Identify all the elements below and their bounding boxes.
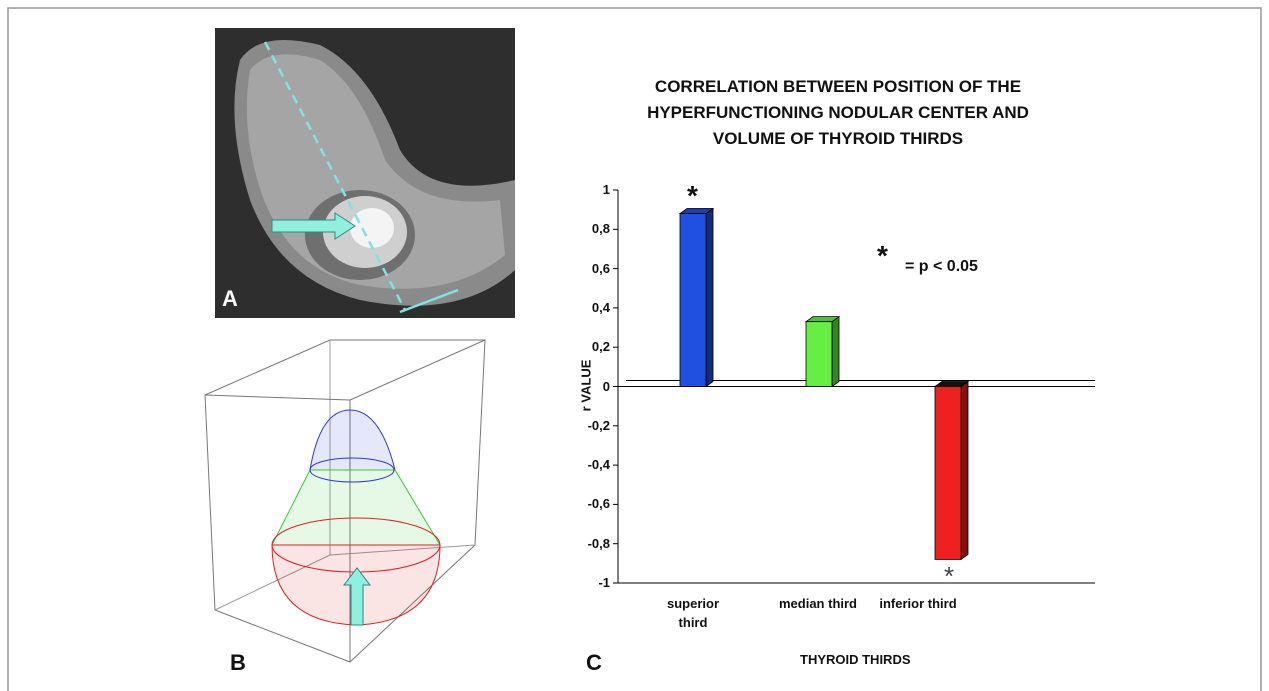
x-axis-label: THYROID THIRDS (800, 652, 911, 667)
bar (805, 321, 833, 387)
y-tick-label: -0,2 (587, 417, 610, 433)
y-tick-label: 0,2 (591, 339, 610, 355)
y-tick-label: -0,4 (587, 457, 610, 473)
y-tick-label: 0,6 (591, 260, 610, 276)
significance-legend: = p < 0.05 (905, 258, 978, 275)
y-tick-label: 0,4 (591, 299, 610, 315)
chart-title: CORRELATION BETWEEN POSITION OF THE HYPE… (647, 77, 1029, 148)
panel-b-mesh (204, 339, 486, 663)
bar-side (960, 380, 969, 561)
y-tick-label: -0,8 (587, 535, 610, 551)
significance-marker: * (944, 561, 955, 592)
x-tick-label: superior third (666, 596, 719, 630)
panel-label: B (230, 650, 246, 675)
frame (7, 7, 1262, 691)
significance-marker: * (877, 240, 888, 271)
bar-side (705, 207, 714, 388)
bar (679, 213, 707, 387)
significance-marker: * (687, 179, 698, 211)
y-tick-label: 0,8 (591, 221, 610, 237)
panel-a-image (215, 28, 515, 318)
bar-side (831, 315, 840, 388)
panel-label: A (222, 286, 238, 311)
bar-chart (613, 189, 1095, 584)
bar (934, 386, 962, 560)
y-tick-label: -0,6 (587, 496, 610, 512)
x-tick-label: median third (778, 596, 857, 611)
panel-label: C (586, 650, 602, 675)
y-tick-label: 1 (602, 182, 610, 197)
y-tick-label: -1 (598, 575, 610, 590)
x-tick-label: inferior third (879, 596, 957, 611)
y-tick-label: 0 (602, 378, 610, 394)
